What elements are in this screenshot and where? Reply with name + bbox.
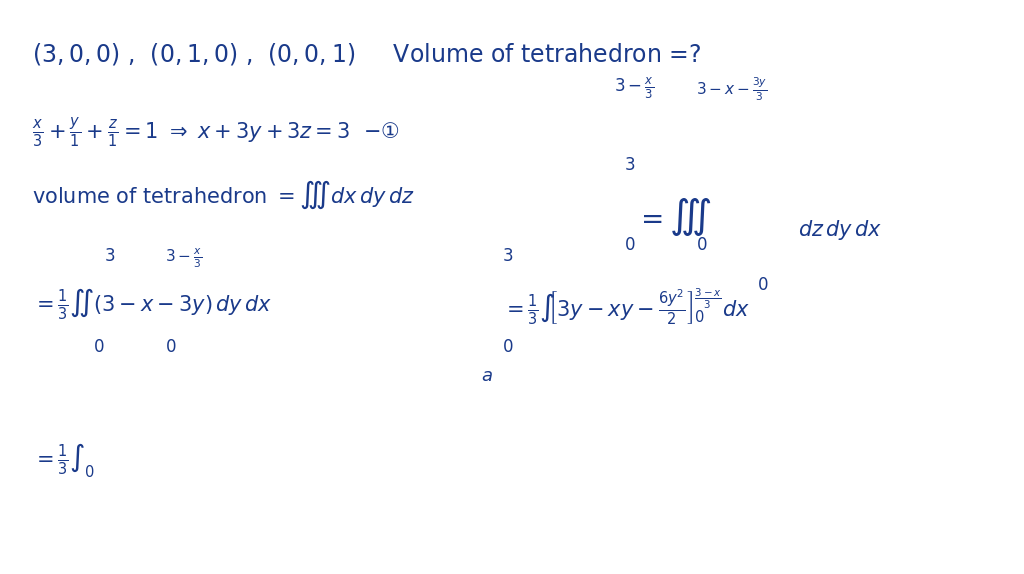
Text: $0$: $0$: [165, 339, 176, 356]
Text: $= \int \!\!\int \!\!\int$: $= \int \!\!\int \!\!\int$: [635, 196, 712, 238]
Text: $= \frac{1}{3} \int_0$: $= \frac{1}{3} \int_0$: [32, 441, 95, 480]
Text: $0$: $0$: [93, 339, 104, 356]
Text: $3-\frac{x}{3}$: $3-\frac{x}{3}$: [614, 76, 654, 101]
Text: $3-\frac{x}{3}$: $3-\frac{x}{3}$: [165, 247, 202, 270]
Text: $0$: $0$: [502, 339, 513, 356]
Text: $0$: $0$: [757, 276, 769, 293]
Text: $3$: $3$: [625, 156, 636, 173]
Text: $\frac{x}{3} + \frac{y}{1} + \frac{z}{1} = 1\ \Rightarrow\ x + 3y + 3z = 3$  $-$: $\frac{x}{3} + \frac{y}{1} + \frac{z}{1}…: [32, 115, 399, 150]
Text: $= \frac{1}{3} \int \!\! \left[3y - xy - \frac{6y^2}{2}\right]_0^{\frac{3-x}{3}}: $= \frac{1}{3} \int \!\! \left[3y - xy -…: [502, 287, 750, 328]
Text: $0$: $0$: [696, 235, 708, 254]
Text: $0$: $0$: [625, 235, 636, 254]
Text: $3$: $3$: [502, 247, 513, 265]
Text: $3-x-\frac{3y}{3}$: $3-x-\frac{3y}{3}$: [696, 76, 767, 103]
Text: $3$: $3$: [103, 247, 115, 265]
Text: $a$: $a$: [481, 367, 494, 385]
Text: $= \frac{1}{3} \int \!\!\int (3 - x - 3y)\,dy\,dx$: $= \frac{1}{3} \int \!\!\int (3 - x - 3y…: [32, 287, 272, 322]
Text: $dz\,dy\,dx$: $dz\,dy\,dx$: [798, 219, 883, 242]
Text: volume of tetrahedron $= \iiint dx\,dy\,dz$: volume of tetrahedron $= \iiint dx\,dy\,…: [32, 179, 416, 211]
Text: $(3,0,0)$ ,  $(0,1,0)$ ,  $(0,0,1)$     Volume of tetrahedron =?: $(3,0,0)$ , $(0,1,0)$ , $(0,0,1)$ Volume…: [32, 41, 701, 67]
